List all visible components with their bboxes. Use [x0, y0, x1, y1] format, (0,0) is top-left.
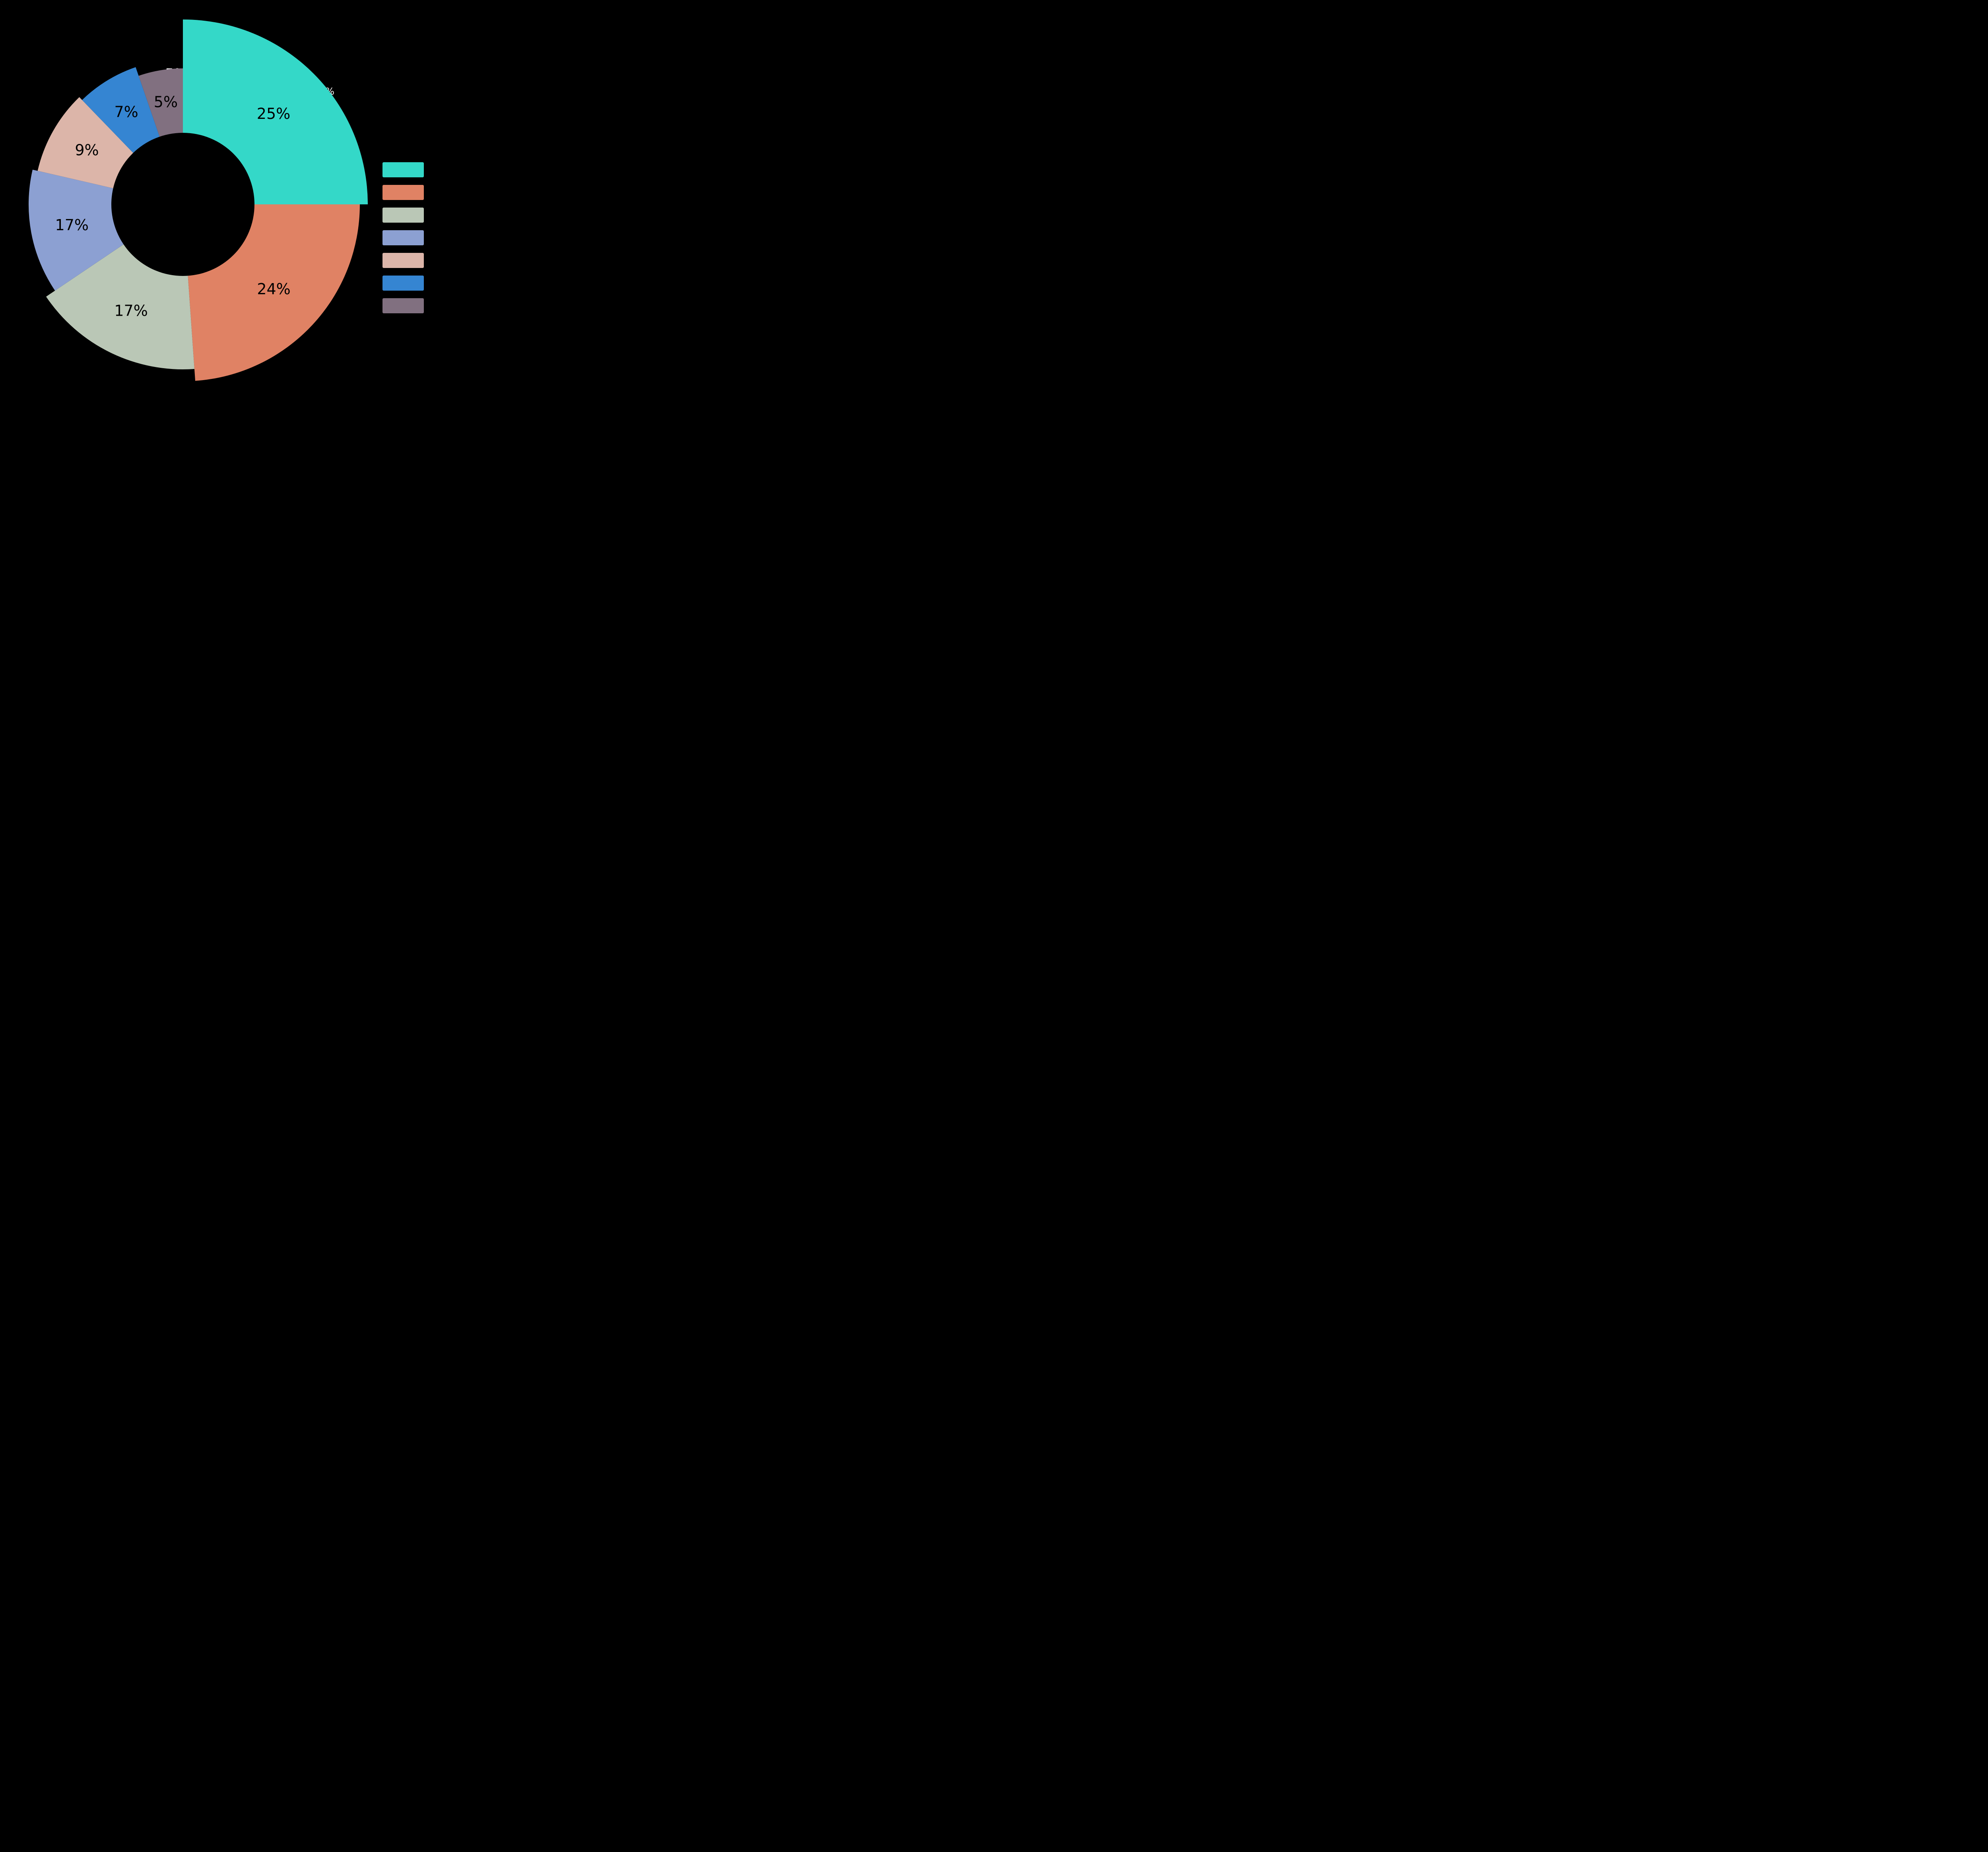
legend-item	[382, 230, 430, 245]
legend-swatch	[382, 185, 424, 200]
legend-swatch	[382, 276, 424, 291]
slice-label: 17%	[114, 302, 148, 319]
legend-swatch	[382, 208, 424, 223]
legend-swatch	[382, 230, 424, 245]
legend-item	[382, 276, 430, 291]
slice-label: 24%	[257, 280, 290, 298]
donut-hole	[111, 133, 254, 276]
legend	[382, 162, 430, 321]
legend-item	[382, 253, 430, 268]
slice-label: 25%	[257, 105, 290, 122]
donut-chart: 5% 7% 25% 24% 17% 17% 9% 7% 5%	[28, 19, 368, 381]
legend-swatch	[382, 253, 424, 268]
legend-item	[382, 185, 430, 200]
legend-swatch	[382, 298, 424, 313]
legend-swatch	[382, 162, 424, 177]
legend-item	[382, 298, 430, 313]
slice-label: 7%	[114, 103, 138, 121]
slice-label: 5%	[154, 93, 178, 111]
legend-item	[382, 208, 430, 223]
slice-label: 9%	[75, 141, 99, 159]
legend-item	[382, 162, 430, 177]
slice-label: 17%	[55, 216, 89, 234]
slice-labels: 25% 24% 17% 17% 9% 7% 5%	[55, 93, 291, 320]
